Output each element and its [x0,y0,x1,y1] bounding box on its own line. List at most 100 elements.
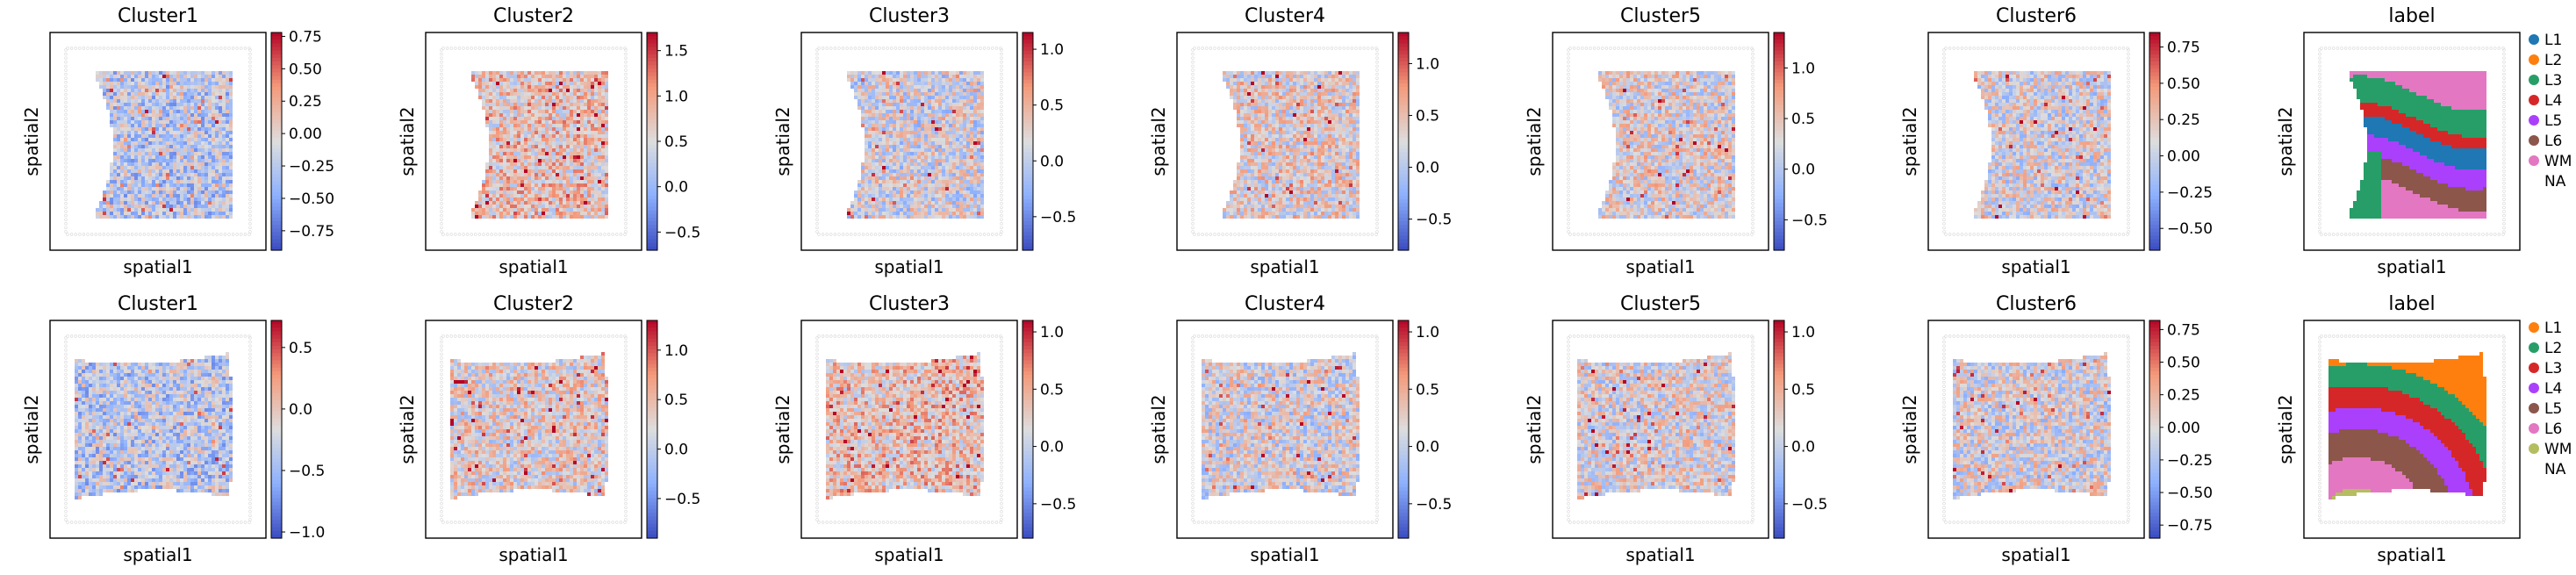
background-spots [1942,334,2130,524]
colorbar-tick-label: 0.5 [1040,97,1064,115]
y-axis-label: spatial2 [1148,394,1169,464]
x-axis-label: spatial1 [123,256,192,277]
legend-label: NA [2544,173,2566,190]
legend-marker [2529,342,2539,353]
plot-frame [425,320,642,539]
legend-marker [2529,383,2539,393]
tissue-spots [1974,71,2111,219]
colorbar-tick-label: 0.5 [664,133,688,151]
colorbar-frame [1022,32,1034,251]
colorbar-tick-label: 0.5 [1416,381,1439,399]
tissue-spots [450,352,608,500]
y-axis-label: spatial2 [1524,106,1545,176]
colorbar-tick-label: 0.50 [2167,75,2200,93]
colorbar-tick-label: 0.0 [1416,439,1439,456]
colorbar-tick-label: −0.5 [1040,496,1076,514]
colorbar-tick-label: 0.0 [1791,162,1815,179]
panel-title: label [2388,5,2435,27]
plot-frame [1176,320,1394,539]
tissue-spots [75,352,233,500]
colorbar-tick-label: −0.5 [664,224,700,241]
colorbar-tick-label: 0.75 [289,28,322,46]
legend-label: L5 [2544,400,2562,418]
legend-label: L6 [2544,420,2562,438]
background-spots [815,47,1003,236]
x-axis-label: spatial1 [499,544,568,565]
colorbar: 1.5 1.0 0.5 0.0 −0.5 [646,32,700,251]
background-spots [440,47,628,236]
background-spots [2318,47,2506,236]
colorbar-frame [646,320,658,539]
legend-label: NA [2544,461,2566,478]
panel-title: Cluster4 [1245,293,1325,315]
panel-top-cluster3: Cluster3 spatial1 spatial2 1.0 0.5 0.0 −0.5 [772,5,1076,277]
y-axis-label: spatial2 [1524,394,1545,464]
colorbar-tick-label: 1.0 [1416,55,1439,73]
legend-marker [2529,403,2539,413]
colorbar: 0.5 0.0 −0.5 −1.0 [270,320,325,542]
panel-title: Cluster5 [1620,5,1701,27]
legend-label: L4 [2544,380,2562,398]
tissue-spots [847,71,984,219]
x-axis-label: spatial1 [874,544,944,565]
colorbar-tick-label: 0.0 [1416,160,1439,177]
panel-title: Cluster1 [118,5,198,27]
panel-title: Cluster3 [869,293,950,315]
colorbar-tick-label: 0.5 [1791,111,1815,128]
plot-frame [800,32,1018,251]
colorbar-tick-label: 0.75 [2167,321,2200,339]
panel-title: Cluster6 [1996,293,2077,315]
tissue-spots [471,71,608,219]
legend-marker [2529,95,2539,105]
x-axis-label: spatial1 [2377,256,2446,277]
colorbar: 1.0 0.5 0.0 −0.5 [1022,320,1076,539]
panel-title: Cluster4 [1245,5,1325,27]
colorbar-tick-label: 0.5 [1791,381,1815,399]
x-axis-label: spatial1 [499,256,568,277]
background-spots [440,334,628,524]
y-axis-label: spatial2 [772,106,793,176]
background-spots [1567,334,1754,524]
background-spots [64,47,252,236]
colorbar-tick-label: −0.50 [289,190,334,208]
plot-frame [1552,320,1769,539]
legend: L1 L2 L3 L4 L5 L6 WM NA [2529,320,2572,478]
panel-title: label [2388,293,2435,315]
colorbar-tick-label: 0.00 [2167,148,2200,166]
colorbar-tick-label: 1.0 [1040,41,1064,59]
colorbar-tick-label: 0.0 [289,401,312,419]
x-axis-label: spatial1 [2001,544,2070,565]
colorbar-tick-label: 0.50 [2167,355,2200,372]
colorbar-tick-label: −0.5 [1040,209,1076,226]
plot-frame [2303,320,2521,539]
y-axis-label: spatial2 [397,394,418,464]
plot-frame [49,320,267,539]
plot-frame [425,32,642,251]
legend-marker [2529,34,2539,45]
panel-title: Cluster1 [118,293,198,315]
legend-label: WM [2544,441,2572,458]
colorbar: 0.75 0.50 0.25 0.00 −0.25 −0.50 [2149,32,2213,251]
colorbar-frame [1773,32,1785,251]
y-axis-label: spatial2 [1899,106,1920,176]
colorbar-frame [2149,32,2161,251]
panel-title: Cluster2 [493,293,574,315]
colorbar-tick-label: 1.0 [1040,324,1064,341]
colorbar-tick-label: 1.0 [1791,324,1815,341]
panel-bottom-cluster3: Cluster3 spatial1 spatial2 1.0 0.5 0.0 −0.5 [772,293,1076,565]
colorbar-tick-label: −0.25 [2167,184,2213,202]
colorbar-tick-label: 0.0 [664,179,688,197]
legend-label: L5 [2544,112,2562,130]
panel-title: Cluster2 [493,5,574,27]
colorbar: 1.0 0.5 0.0 −0.5 [1773,320,1827,539]
plot-frame [49,32,267,251]
colorbar-tick-label: 0.5 [664,392,688,409]
legend-marker [2529,155,2539,166]
colorbar-tick-label: 1.0 [1416,324,1439,341]
panel-bottom-cluster6: Cluster6 spatial1 spatial2 0.75 0.50 0.25 0.00… [1899,293,2213,565]
colorbar: 0.75 0.50 0.25 0.00 −0.25 −0.50 −0.75 [270,28,334,251]
legend-marker [2529,322,2539,333]
colorbar-tick-label: −0.25 [2167,452,2213,470]
plot-frame [1927,32,2145,251]
